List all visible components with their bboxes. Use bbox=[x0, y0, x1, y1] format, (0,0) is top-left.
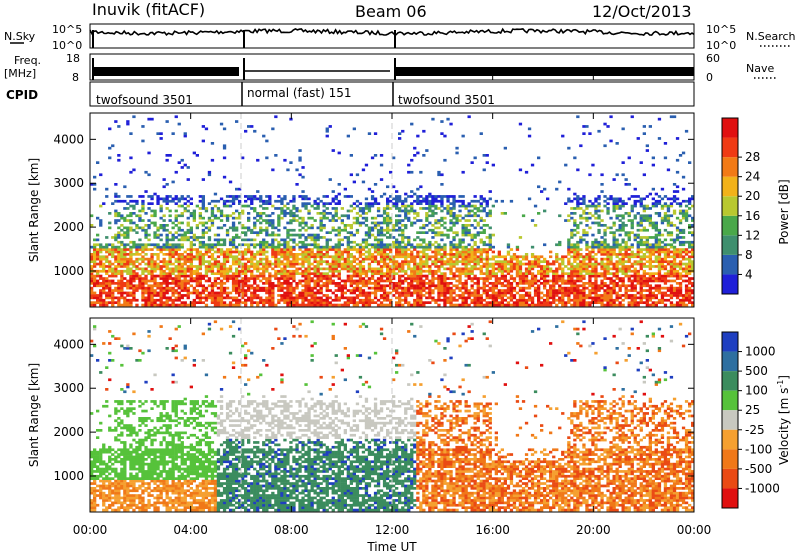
freq-tick-top: 18 bbox=[66, 52, 80, 65]
nave-label: Nave bbox=[746, 62, 774, 75]
freq-label: Freq. bbox=[14, 54, 41, 67]
x-tick-label: 16:00 bbox=[475, 523, 510, 537]
power-colorbar-label: Power [dB] bbox=[777, 179, 791, 244]
colorbar-tick-label: 8 bbox=[745, 248, 753, 262]
velocity-ylabel: Slant Range [km] bbox=[27, 363, 41, 467]
x-tick-label: 00:00 bbox=[677, 523, 712, 537]
power-ylabel: Slant Range [km] bbox=[27, 158, 41, 262]
y-tick-label: 4000 bbox=[53, 337, 84, 351]
x-tick-label: 20:00 bbox=[576, 523, 611, 537]
colorbar-tick-label: -1000 bbox=[745, 481, 780, 495]
nave-tick-bottom: 0 bbox=[706, 71, 713, 84]
x-tick-label: 00:00 bbox=[73, 523, 108, 537]
y-tick-label: 4000 bbox=[53, 132, 84, 146]
freq-tick-bottom: 8 bbox=[72, 71, 79, 84]
y-tick-label: 2000 bbox=[53, 425, 84, 439]
x-tick-label: 04:00 bbox=[173, 523, 208, 537]
cpid-strip: CPID twofsound 3501 normal (fast) 151 twof… bbox=[6, 81, 695, 107]
x-axis-label: Time UT bbox=[366, 540, 417, 554]
colorbar-tick-label: -500 bbox=[745, 462, 772, 476]
nsearch-tick-bottom: 10^0 bbox=[706, 39, 736, 52]
x-tick-label: 08:00 bbox=[274, 523, 309, 537]
nsky-tick-bottom: 10^0 bbox=[52, 39, 82, 52]
nsky-tick-top: 10^5 bbox=[52, 23, 82, 36]
cpid-label: CPID bbox=[6, 88, 38, 102]
colorbar-tick-label: 25 bbox=[745, 403, 760, 417]
x-tick-label: 12:00 bbox=[375, 523, 410, 537]
y-tick-label: 1000 bbox=[53, 469, 84, 483]
colorbar-tick-label: 100 bbox=[745, 384, 768, 398]
nsky-label: N.Sky bbox=[4, 30, 36, 43]
colorbar-tick-label: 24 bbox=[745, 170, 760, 184]
nsearch-tick-top: 10^5 bbox=[706, 23, 736, 36]
colorbar-tick-label: -25 bbox=[745, 423, 765, 437]
velocity-colorbar-label-end: ] bbox=[777, 375, 791, 380]
velocity-colorbar-label: Velocity [m s-1] bbox=[776, 375, 791, 465]
cpid-segment-label: twofsound 3501 bbox=[398, 93, 495, 107]
cpid-segment-label: twofsound 3501 bbox=[96, 93, 193, 107]
colorbar-tick-label: -100 bbox=[745, 442, 772, 456]
nave-tick-top: 60 bbox=[706, 52, 720, 65]
y-tick-label: 3000 bbox=[53, 176, 84, 190]
freq-unit: [MHz] bbox=[4, 67, 36, 80]
y-tick-label: 1000 bbox=[53, 264, 84, 278]
colorbar-tick-label: 12 bbox=[745, 228, 760, 242]
date-title: 12/Oct/2013 bbox=[592, 2, 692, 21]
x-axis: 00:00 04:00 08:00 12:00 16:00 20:00 00:00 bbox=[73, 113, 712, 537]
y-tick-label: 3000 bbox=[53, 381, 84, 395]
velocity-colorbar-label-sup: -1 bbox=[776, 380, 785, 388]
cpid-segment-label: normal (fast) 151 bbox=[247, 86, 351, 100]
beam-title: Beam 06 bbox=[355, 2, 427, 21]
freq-strip: Freq. [MHz] 18 8 60 0 Nave bbox=[4, 52, 778, 84]
station-title: Inuvik (fitACF) bbox=[92, 0, 205, 19]
nsearch-label: N.Search bbox=[746, 30, 796, 43]
colorbar-tick-label: 28 bbox=[745, 150, 760, 164]
nsky-strip: N.Sky 10^5 10^0 10^5 10^0 N.Search bbox=[4, 23, 796, 52]
colorbar-tick-label: 4 bbox=[745, 267, 753, 281]
colorbar-tick-label: 16 bbox=[745, 209, 760, 223]
colorbar-tick-label: 1000 bbox=[745, 345, 776, 359]
y-tick-label: 2000 bbox=[53, 220, 84, 234]
colorbar-tick-label: 20 bbox=[745, 189, 760, 203]
velocity-colorbar-label-main: Velocity [m s bbox=[777, 388, 791, 465]
colorbar-tick-label: 500 bbox=[745, 364, 768, 378]
velocity-panel: 1000 2000 3000 4000 Slant Range [km] 1000 50… bbox=[27, 317, 791, 513]
power-panel: 1000 2000 3000 4000 Slant Range [km] 4 8 12 16… bbox=[27, 112, 791, 308]
